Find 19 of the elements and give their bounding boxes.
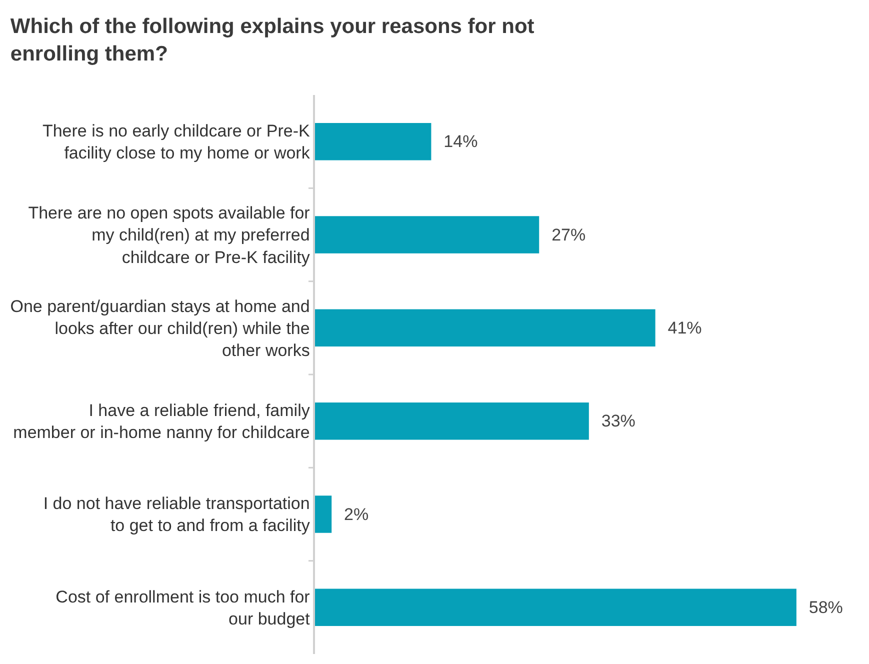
data-label: 27% xyxy=(542,225,586,244)
y-tick-label: Cost of enrollment is too much for our budget xyxy=(56,587,310,628)
data-label: 58% xyxy=(799,598,843,617)
y-tick-label: I do not have reliable transportation to get to and from a facility xyxy=(43,494,310,536)
bar xyxy=(315,402,589,440)
y-tick-label: There is no early childcare or Pre-K facility close to my home or work xyxy=(42,121,311,163)
bar xyxy=(315,309,656,347)
y-tick-label: I have a reliable friend, family member or in-home nanny for childcare xyxy=(13,400,310,442)
data-label: 2% xyxy=(334,504,369,524)
bar xyxy=(315,122,432,160)
y-tick-label: One parent/guardian stays at home and looks after our child(ren) while the other works xyxy=(10,296,310,360)
bar xyxy=(315,216,540,254)
y-tick-label: There are no open spots available for my child(ren) at my preferred childcare or Pre-K facility xyxy=(28,204,310,267)
data-label: 14% xyxy=(434,132,478,152)
bar xyxy=(315,588,796,626)
chart-title: Which of the following explains your reasons for not enrolling them? xyxy=(10,15,534,66)
data-label: 41% xyxy=(658,318,702,338)
bar xyxy=(315,496,332,533)
data-label: 33% xyxy=(592,412,636,431)
